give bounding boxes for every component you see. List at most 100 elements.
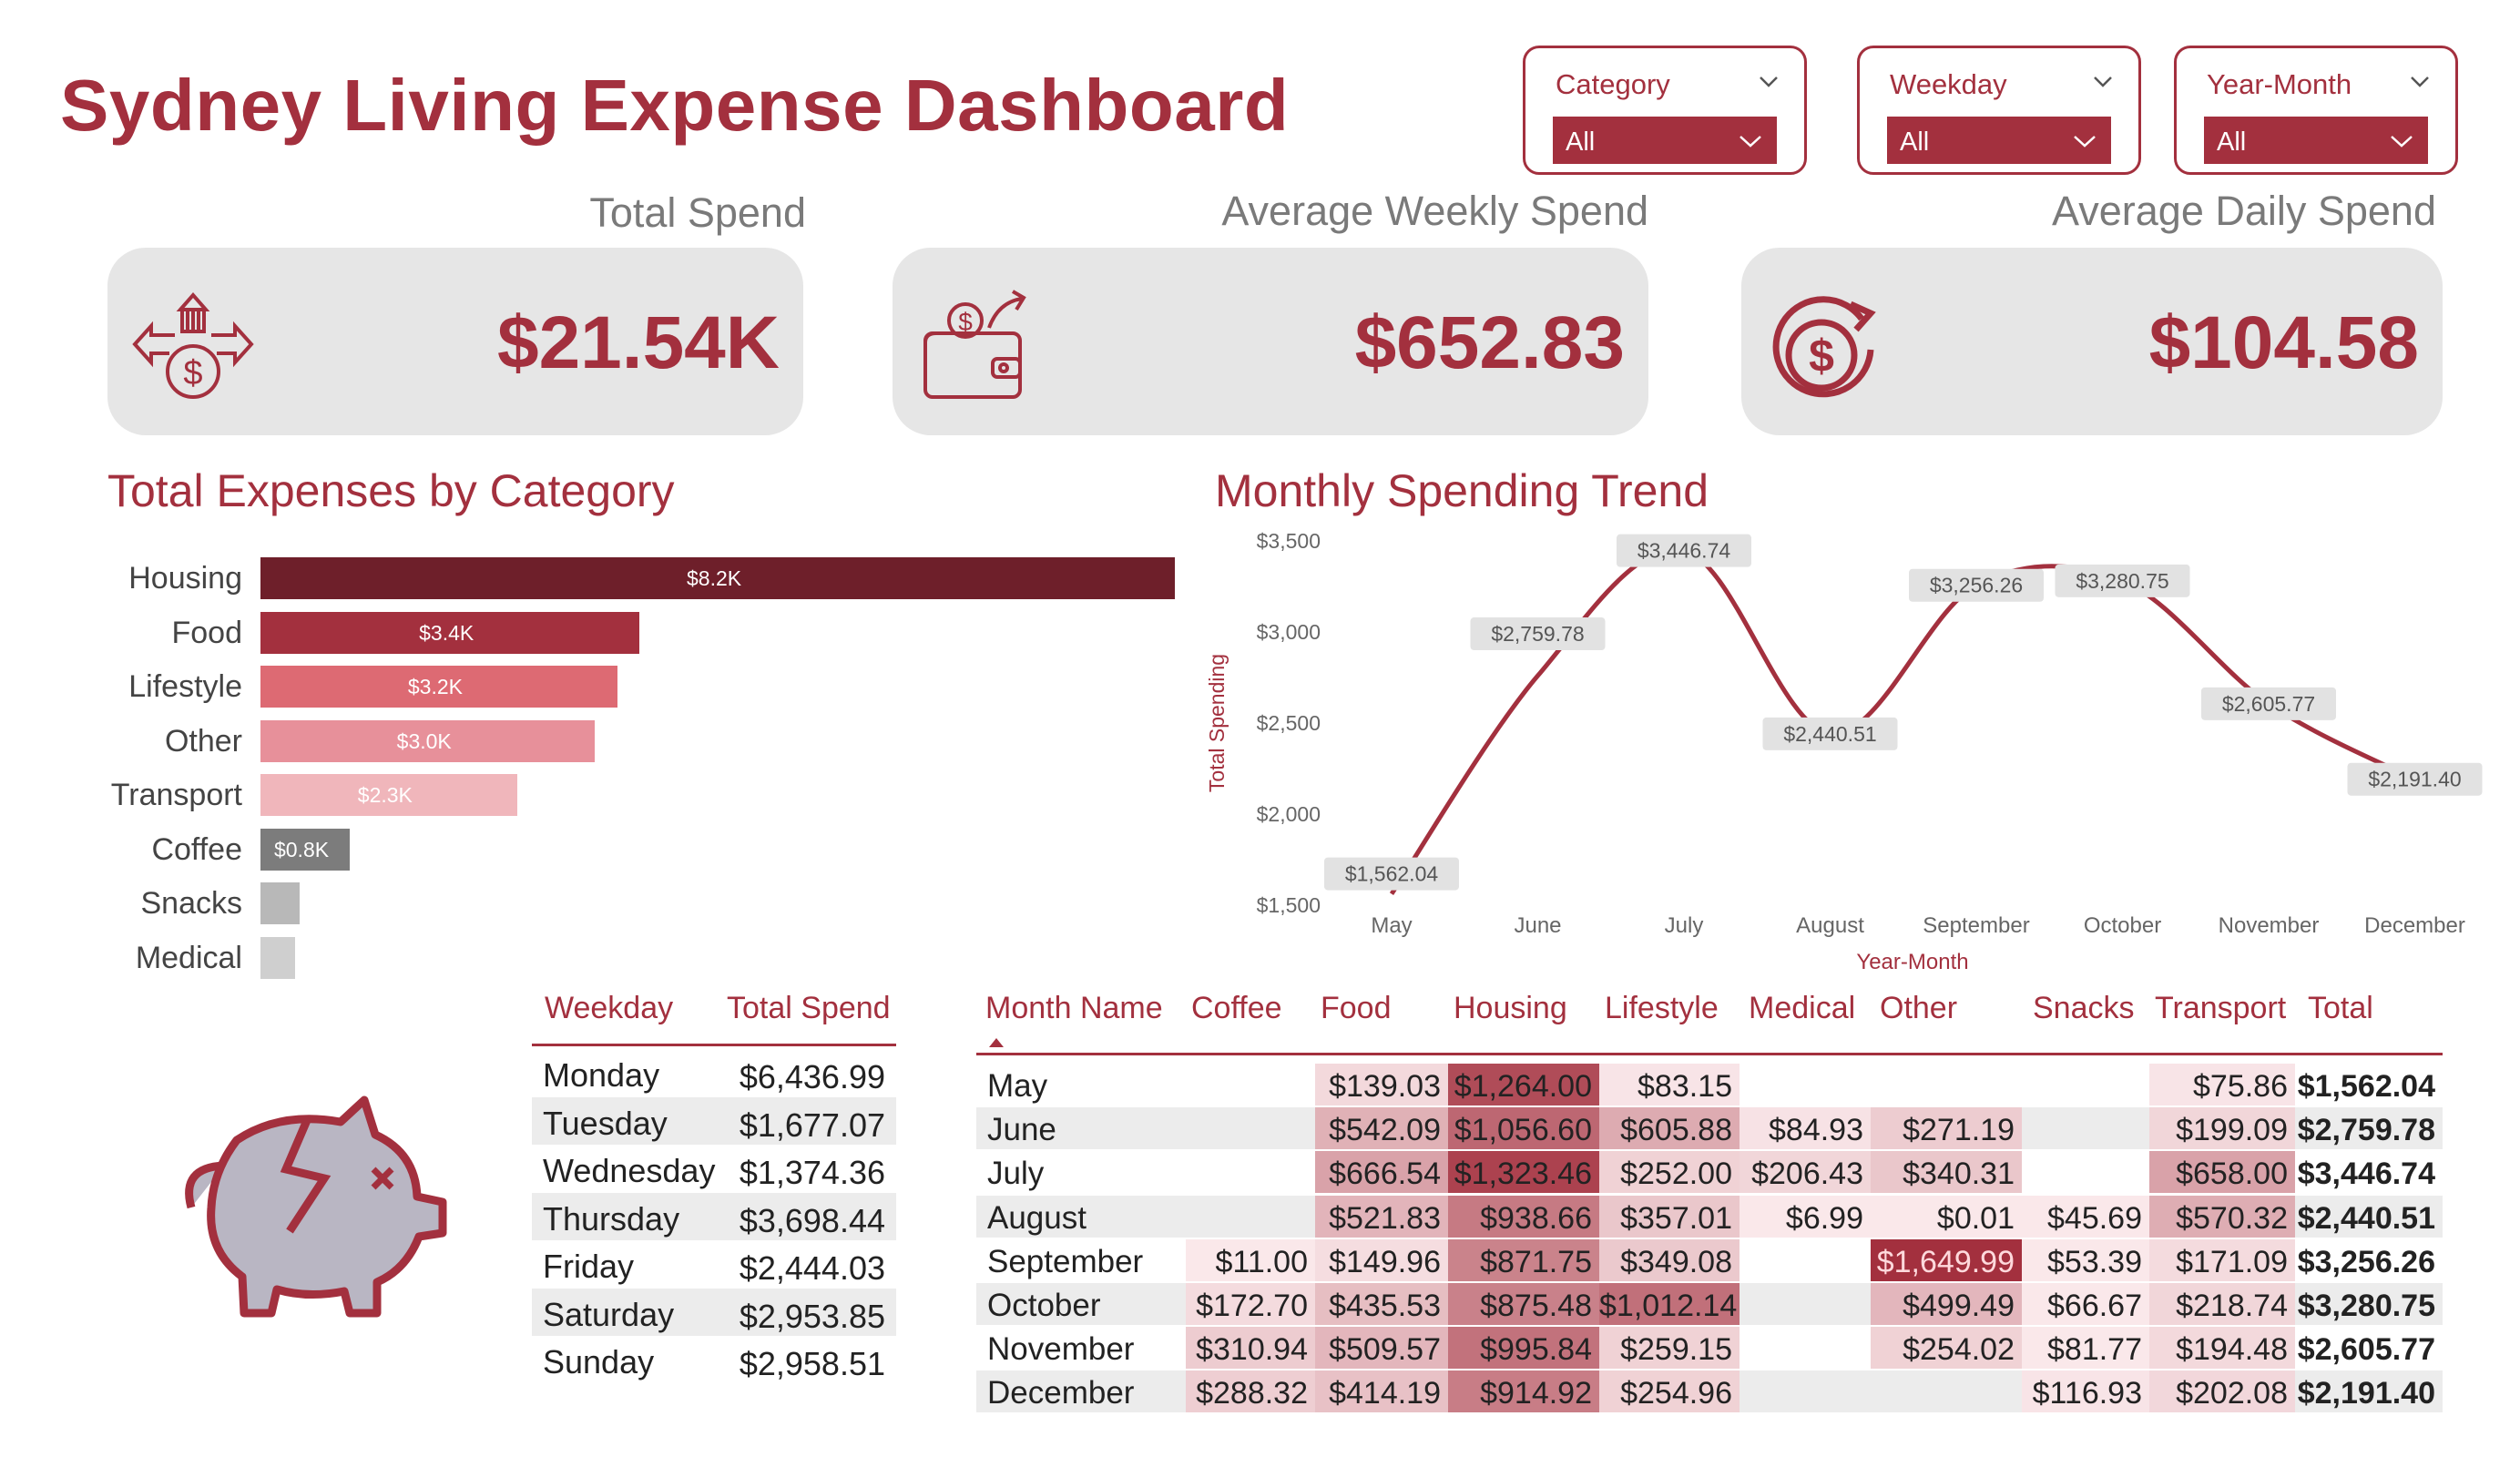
category-bar[interactable] [260,936,295,979]
category-bar[interactable] [260,557,1175,599]
matrix-cell [1186,1064,1315,1105]
matrix-cell: $1,012.14 [1599,1283,1740,1325]
matrix-cell: $2,759.78 [2295,1107,2443,1150]
y-tick-label: $2,000 [1257,802,1321,826]
weekday-name: Tuesday [543,1104,668,1142]
matrix-cell: $66.67 [2022,1283,2149,1325]
sort-ascending-icon[interactable] [987,1036,1005,1049]
weekday-row[interactable]: Wednesday $1,374.36 [532,1145,896,1192]
weekday-row[interactable]: Monday $6,436.99 [532,1049,896,1096]
matrix-month-label: July [976,1151,1186,1194]
category-bar-value: $3.2K [407,675,463,698]
category-bar[interactable] [260,666,617,708]
category-bar[interactable] [260,611,640,654]
matrix-column-header[interactable]: Housing [1454,991,1567,1025]
chevron-down-icon [2074,136,2096,148]
broken-piggy-bank-icon [185,1095,447,1318]
year-month-slicer[interactable]: Year-Month All [2174,46,2458,175]
category-bar[interactable] [260,828,350,871]
matrix-cell: $875.48 [1448,1283,1599,1325]
chevron-down-icon[interactable] [2406,68,2433,96]
weekday-select-value: All [1900,127,1930,157]
weekday-row[interactable]: Sunday $2,958.51 [532,1336,896,1383]
matrix-cell: $2,191.40 [2295,1370,2443,1413]
year-month-select[interactable]: All [2204,117,2428,164]
matrix-cell: $252.00 [1599,1151,1740,1194]
weekday-select[interactable]: All [1887,117,2111,164]
matrix-column-header[interactable]: Coffee [1191,991,1282,1025]
x-tick-label: September [1923,913,2029,938]
data-label-box [1324,857,1459,891]
avg-weekly-spend-value: $652.83 [1354,301,1625,384]
matrix-column-header[interactable]: Total [2308,991,2373,1025]
category-bar[interactable] [260,719,596,762]
x-tick-label: June [1514,913,1561,938]
matrix-cell: $45.69 [2022,1195,2149,1238]
matrix-cell: $871.75 [1448,1238,1599,1281]
y-tick-label: $3,000 [1257,620,1321,644]
category-select[interactable]: All [1553,117,1777,164]
chevron-down-icon[interactable] [1755,68,1782,96]
matrix-cell: $271.19 [1871,1107,2022,1150]
matrix-month-label: May [976,1064,1186,1105]
matrix-cell: $3,256.26 [2295,1238,2443,1281]
y-tick-label: $1,500 [1257,893,1321,917]
weekday-row[interactable]: Saturday $2,953.85 [532,1288,896,1336]
weekday-column-header[interactable]: Weekday [545,991,674,1025]
matrix-column-header[interactable]: Medical [1749,991,1856,1025]
data-label-box [2347,762,2483,796]
weekday-name: Monday [543,1056,660,1094]
matrix-column-header[interactable]: Lifestyle [1605,991,1719,1025]
matrix-column-header[interactable]: Transport [2155,991,2287,1025]
dollar-cycle-icon: $ [1772,296,1876,398]
matrix-cell: $542.09 [1315,1107,1448,1150]
category-bar[interactable] [260,774,517,816]
matrix-cell: $116.93 [2022,1370,2149,1413]
matrix-cell: $75.86 [2149,1064,2295,1105]
weekday-total: $2,958.51 [739,1345,885,1382]
y-tick-label: $3,500 [1257,529,1321,553]
weekday-row[interactable]: Tuesday $1,677.07 [532,1096,896,1145]
category-bar-label: Medical [135,940,242,975]
total-spend-column-header[interactable]: Total Spend [727,991,891,1025]
matrix-cell: $1,562.04 [2295,1064,2443,1105]
matrix-column-header[interactable]: Snacks [2033,991,2135,1025]
avg-weekly-spend-card: $ $652.83 [893,248,1648,435]
weekday-total: $1,677.07 [739,1105,885,1144]
category-bar-value: $0.8K [273,837,330,861]
y-tick-label: $2,500 [1257,711,1321,735]
weekday-slicer[interactable]: Weekday All [1857,46,2141,175]
matrix-column-header[interactable]: Other [1880,991,1958,1025]
weekday-slicer-label: Weekday [1890,68,2007,100]
weekday-row[interactable]: Friday $2,444.03 [532,1240,896,1288]
matrix-cell: $349.08 [1599,1238,1740,1281]
matrix-cell: $414.19 [1315,1370,1448,1413]
category-bar[interactable] [260,882,300,924]
data-label-box [1909,568,2044,602]
x-tick-label: May [1371,913,1412,938]
category-bar-label: Food [171,615,243,650]
category-bar-label: Snacks [140,886,243,921]
category-slicer[interactable]: Category All [1523,46,1807,175]
matrix-column-header[interactable]: Food [1321,991,1392,1025]
matrix-cell: $435.53 [1315,1283,1448,1325]
category-select-value: All [1566,127,1596,157]
matrix-cell: $199.09 [2149,1107,2295,1150]
matrix-cell: $2,440.51 [2295,1195,2443,1238]
matrix-cell: $605.88 [1599,1107,1740,1150]
weekday-row[interactable]: Thursday $3,698.44 [532,1192,896,1240]
avg-weekly-spend-label: Average Weekly Spend [1221,188,1648,234]
data-label: $2,440.51 [1783,722,1876,746]
avg-daily-spend-card: $ $104.58 [1741,248,2443,435]
data-label: $3,446.74 [1637,539,1731,563]
matrix-cell: $521.83 [1315,1195,1448,1238]
matrix-cell: $658.00 [2149,1151,2295,1194]
total-spend-card: $ $21.54K [107,248,803,435]
chevron-down-icon[interactable] [2089,68,2117,96]
category-bar-value: $2.3K [357,783,413,807]
matrix-cell: $218.74 [2149,1283,2295,1325]
weekday-total: $2,444.03 [739,1249,885,1287]
svg-text:$: $ [183,354,202,392]
data-label-box [1470,617,1606,651]
matrix-column-header[interactable]: Month Name [985,991,1163,1025]
